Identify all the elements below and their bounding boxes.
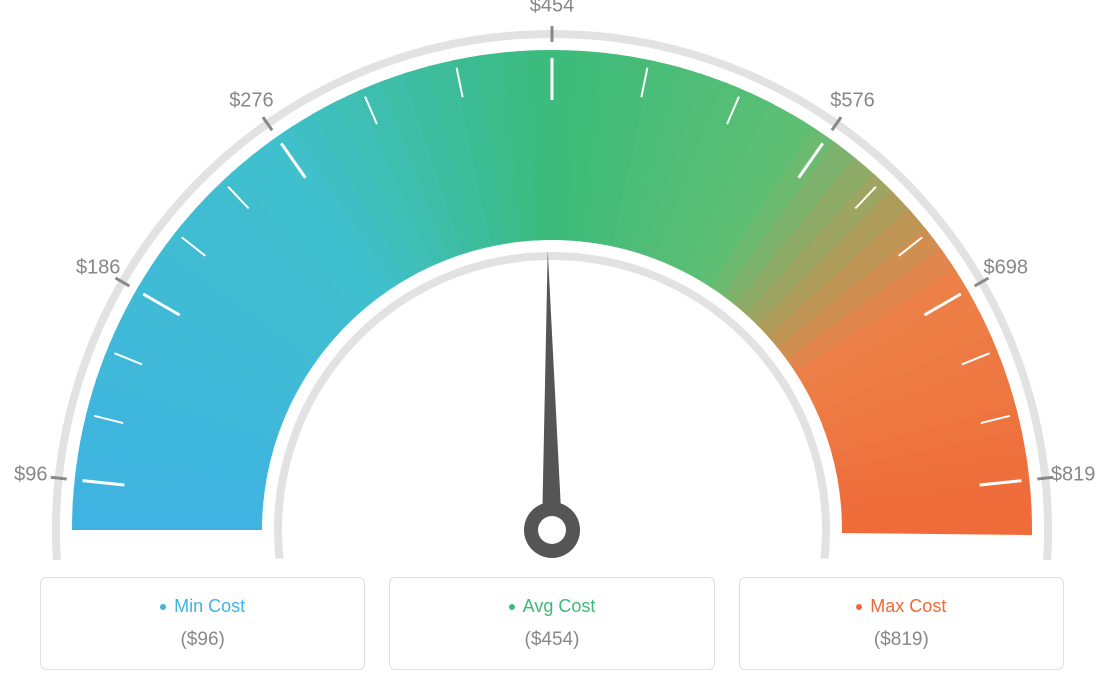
gauge-rim-tick [51, 477, 67, 479]
legend-min-label: Min Cost [160, 596, 245, 617]
legend-max-label: Max Cost [856, 596, 946, 617]
gauge-area: $96 $186 $276 $454 $576 $698 $819 [0, 0, 1104, 560]
legend-avg-text: Avg Cost [523, 596, 596, 617]
gauge-scale-label: $576 [830, 89, 875, 112]
gauge-scale-label: $96 [14, 464, 47, 487]
legend-max-value: ($819) [750, 629, 1053, 651]
gauge-hub-inner [538, 516, 566, 544]
legend-avg-value: ($454) [400, 629, 703, 651]
legend-min-box: Min Cost ($96) [40, 577, 365, 670]
legend-min-value: ($96) [51, 629, 354, 651]
gauge-scale-label: $186 [76, 257, 121, 280]
legend-avg-box: Avg Cost ($454) [389, 577, 714, 670]
gauge-scale-label: $454 [530, 0, 575, 18]
gauge-needle [542, 250, 562, 530]
cost-gauge-chart: $96 $186 $276 $454 $576 $698 $819 Min Cost ($9… [0, 0, 1104, 690]
gauge-scale-label: $276 [229, 89, 274, 112]
legend-max-text: Max Cost [870, 596, 946, 617]
legend-row: Min Cost ($96) Avg Cost ($454) Max Cost … [0, 577, 1104, 670]
legend-max-box: Max Cost ($819) [739, 577, 1064, 670]
gauge-scale-label: $819 [1051, 464, 1096, 487]
legend-min-text: Min Cost [174, 596, 245, 617]
gauge-scale-label: $698 [984, 257, 1029, 280]
legend-avg-label: Avg Cost [509, 596, 596, 617]
gauge-svg [0, 0, 1104, 560]
